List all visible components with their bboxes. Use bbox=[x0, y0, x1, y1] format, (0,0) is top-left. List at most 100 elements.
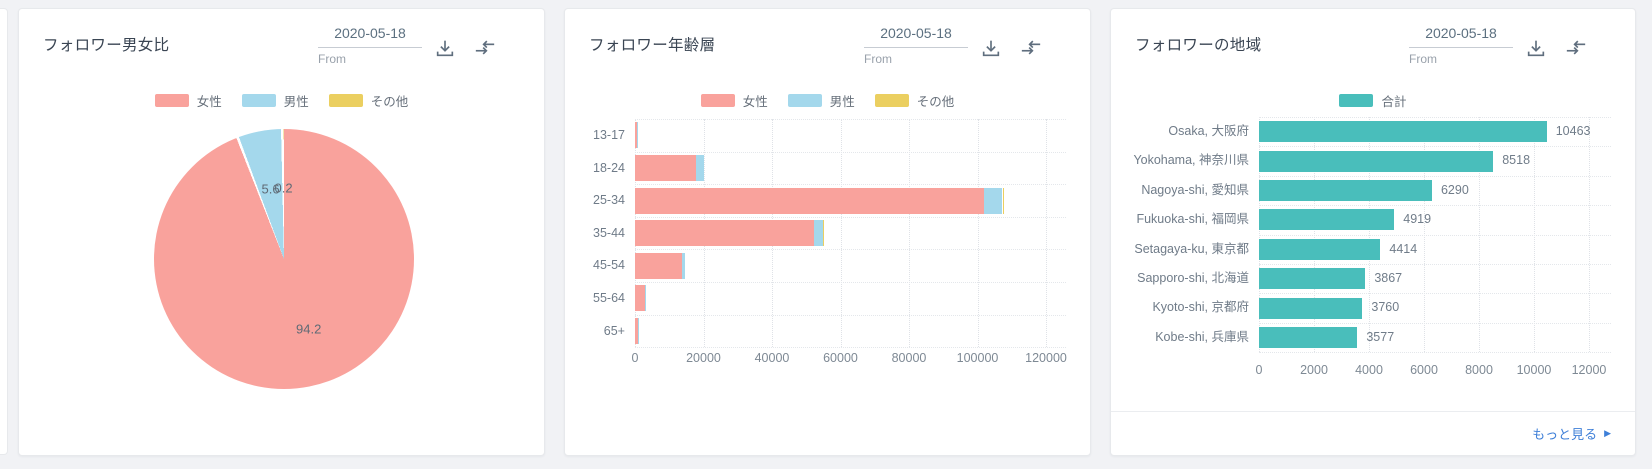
row-gridline bbox=[635, 249, 1066, 251]
row-gridline bbox=[635, 314, 1066, 316]
gridline bbox=[1479, 117, 1480, 352]
see-more-link[interactable]: もっと見る ▶ bbox=[1532, 424, 1611, 443]
row-gridline bbox=[635, 347, 1066, 349]
row-gridline bbox=[1259, 293, 1611, 295]
legend-item[interactable]: 女性 bbox=[700, 91, 768, 110]
bar-chart-regions: 0 2000 4000 6000 8000 10000 12000 Osaka, 大阪府 104… bbox=[1111, 9, 1635, 455]
bar-segment bbox=[635, 220, 815, 247]
row-gridline bbox=[635, 119, 1066, 120]
bar-value-label: 4919 bbox=[1403, 212, 1432, 227]
bar-value-label: 3867 bbox=[1374, 271, 1403, 285]
card-footer: もっと見る ▶ bbox=[1111, 411, 1635, 455]
pie-value-label: 94.2 bbox=[296, 321, 322, 337]
date-picker[interactable]: 2020-05-18 From bbox=[1409, 25, 1513, 66]
row-gridline bbox=[635, 184, 1066, 186]
date-value[interactable]: 2020-05-18 bbox=[318, 25, 422, 48]
x-tick-label: 6000 bbox=[1410, 363, 1438, 377]
bar-segment bbox=[635, 154, 696, 181]
row-gridline bbox=[1259, 117, 1611, 118]
category-label: 65+ bbox=[603, 323, 625, 338]
category-label: Kyoto-shi, 京都府 bbox=[1152, 300, 1249, 315]
bar bbox=[1259, 150, 1494, 172]
legend-label: 女性 bbox=[742, 95, 768, 109]
x-tick-label: 8000 bbox=[1465, 363, 1493, 377]
gridline bbox=[1369, 117, 1370, 352]
date-picker[interactable]: 2020-05-18 From bbox=[318, 25, 422, 66]
date-from-label: From bbox=[864, 52, 892, 66]
x-tick-label: 80000 bbox=[891, 351, 927, 365]
gridline bbox=[1589, 117, 1590, 352]
x-tick-label: 4000 bbox=[1355, 363, 1383, 377]
gridline bbox=[909, 119, 910, 347]
legend-swatch bbox=[328, 94, 363, 107]
caret-right-icon: ▶ bbox=[1604, 428, 1611, 438]
legend-item[interactable]: その他 bbox=[328, 91, 409, 110]
gridline bbox=[1424, 117, 1425, 352]
date-from-label: From bbox=[1409, 52, 1437, 66]
bar-value-label: 10463 bbox=[1555, 124, 1591, 138]
legend-label: 女性 bbox=[196, 95, 222, 109]
download-icon[interactable] bbox=[434, 37, 456, 59]
compare-arrows-icon[interactable] bbox=[1565, 37, 1587, 59]
see-more-label: もっと見る bbox=[1532, 427, 1598, 442]
row-gridline bbox=[1259, 352, 1611, 354]
legend-item[interactable]: その他 bbox=[874, 91, 954, 110]
card-actions bbox=[980, 37, 1042, 59]
legend-item[interactable]: 合計 bbox=[1339, 91, 1407, 110]
date-value[interactable]: 2020-05-18 bbox=[864, 25, 968, 48]
date-value[interactable]: 2020-05-18 bbox=[1409, 25, 1513, 48]
gridline bbox=[1259, 117, 1260, 352]
category-label: Kobe-shi, 兵庫県 bbox=[1155, 329, 1249, 344]
legend-label: 合計 bbox=[1381, 95, 1407, 109]
compare-arrows-icon[interactable] bbox=[1020, 37, 1042, 59]
category-label: Sapporo-shi, 北海道 bbox=[1137, 271, 1249, 285]
card-follower-regions: フォロワーの地域 2020-05-18 From 合計 0 2000 4000 600… bbox=[1110, 8, 1636, 456]
bar-segment bbox=[635, 122, 638, 149]
row-gridline bbox=[1259, 322, 1611, 324]
bar-chart-age-groups: 0 20000 40000 60000 80000 100000 120000 13-17 18… bbox=[565, 9, 1090, 455]
legend-item[interactable]: 男性 bbox=[787, 91, 855, 110]
bar bbox=[1259, 121, 1547, 143]
legend-label: その他 bbox=[370, 95, 409, 109]
x-tick-label: 0 bbox=[1255, 363, 1263, 377]
download-icon[interactable] bbox=[980, 37, 1002, 59]
compare-arrows-icon[interactable] bbox=[474, 37, 496, 59]
bar-value-label: 6290 bbox=[1440, 182, 1469, 197]
pie-value-label: 5.6 bbox=[261, 181, 280, 197]
category-label: Nagoya-shi, 愛知県 bbox=[1141, 182, 1249, 197]
date-from-label: From bbox=[318, 52, 346, 66]
x-tick-label: 2000 bbox=[1300, 363, 1328, 377]
card-actions bbox=[434, 37, 496, 59]
card-title: フォロワー年齢層 bbox=[589, 37, 716, 54]
legend-swatch bbox=[154, 94, 189, 107]
pie-chart-gender: 94.2 5.6 0.2 bbox=[154, 129, 414, 389]
row-gridline bbox=[635, 216, 1066, 218]
legend-item[interactable]: 女性 bbox=[154, 91, 222, 110]
bar-segment bbox=[635, 317, 638, 344]
category-label: Yokohama, 神奈川県 bbox=[1133, 153, 1249, 168]
bar-segment bbox=[635, 252, 682, 279]
partial-card-left-edge bbox=[0, 8, 8, 455]
bar-value-label: 3577 bbox=[1366, 329, 1395, 344]
bar-segment bbox=[635, 187, 985, 214]
bar-segment bbox=[635, 285, 645, 312]
chart-legend: 合計 bbox=[1111, 91, 1635, 110]
download-icon[interactable] bbox=[1525, 37, 1547, 59]
legend-label: 男性 bbox=[283, 95, 309, 109]
row-gridline bbox=[1259, 146, 1611, 148]
category-label: 35-44 bbox=[593, 225, 625, 240]
gridline bbox=[840, 119, 842, 347]
bar-value-label: 8518 bbox=[1502, 153, 1531, 168]
card-title: フォロワー男女比 bbox=[43, 37, 170, 54]
x-tick-label: 60000 bbox=[823, 351, 858, 365]
x-tick-label: 20000 bbox=[686, 351, 721, 365]
category-label: Fukuoka-shi, 福岡県 bbox=[1136, 212, 1249, 227]
card-actions bbox=[1525, 37, 1587, 59]
gridline bbox=[1534, 117, 1535, 352]
gridline bbox=[977, 119, 979, 347]
card-title: フォロワーの地域 bbox=[1135, 37, 1262, 54]
legend-swatch bbox=[874, 94, 909, 107]
row-gridline bbox=[1259, 234, 1611, 236]
legend-item[interactable]: 男性 bbox=[241, 91, 309, 110]
date-picker[interactable]: 2020-05-18 From bbox=[864, 25, 968, 66]
